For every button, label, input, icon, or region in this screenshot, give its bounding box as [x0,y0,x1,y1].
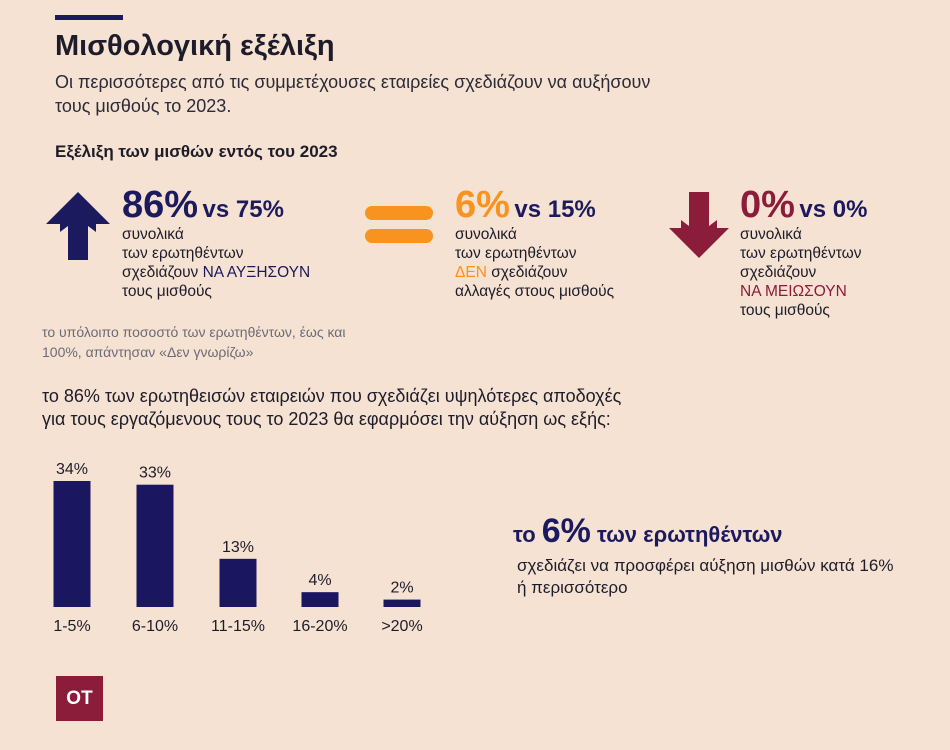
arrow-down-icon [669,192,729,258]
stat-increase-value: 86% [122,184,199,226]
stat-decrease: 0% vs 0% συνολικά των ερωτηθέντων σχεδιά… [740,185,867,320]
bar-16-20% [301,592,339,607]
footnote: το υπόλοιπο ποσοστό των ερωτηθέντων, έως… [42,324,346,360]
bar->20% [383,599,421,607]
stat-no-change-desc: συνολικά των ερωτηθέντων ΔΕΝ σχεδιάζουν … [455,226,615,300]
stat-increase-compare: vs 75% [202,196,284,223]
bar-value-label: 34% [56,461,88,478]
page-subtitle: Οι περισσότερες από τις συμμετέχουσες ετ… [55,72,651,116]
section-title: Εξέλιξη των μισθών εντός του 2023 [55,142,338,161]
bar-1-5% [53,481,91,607]
stat-no-change-value: 6% [455,184,510,226]
bar-6-10% [136,484,174,607]
bar-value-label: 33% [139,465,171,482]
category-label: 1-5% [53,618,90,635]
callout-post: των ερωτηθέντων [590,522,783,547]
category-label: 11-15% [211,618,265,635]
callout-desc: σχεδιάζει να προσφέρει αύξηση μισθών κατ… [517,556,894,597]
bar-value-label: 2% [390,580,413,597]
bar-value-label: 4% [308,572,331,589]
chart-intro: το 86% των ερωτηθεισών εταιρειών που σχε… [42,386,622,429]
arrow-up-icon [46,192,110,260]
stat-increase-desc: συνολικά των ερωτηθέντων σχεδιάζουν ΝΑ Α… [122,226,311,300]
callout: το 6% των ερωτηθέντων σχεδιάζει να προσφ… [513,512,907,599]
category-label: 16-20% [292,618,347,635]
bar-11-15% [219,558,257,607]
callout-pre: το [513,522,542,547]
bar-value-label: 13% [222,539,254,556]
bar-chart: 34% 1-5% 33% 6-10% 13% 11-15% 4% 16-20% 2% >20% [53,461,422,635]
callout-percent: 6% [541,512,591,550]
stat-increase: 86% vs 75% συνολικά των ερωτηθέντων σχεδ… [122,185,310,301]
stat-decrease-value: 0% [740,184,795,226]
ot-logo: OT [56,676,103,721]
stat-no-change-compare: vs 15% [514,196,596,223]
category-label: 6-10% [132,618,178,635]
stat-no-change: 6% vs 15% συνολικά των ερωτηθέντων ΔΕΝ σ… [455,185,614,301]
equals-icon [365,206,433,243]
top-accent-bar [55,15,123,20]
category-label: >20% [381,618,422,635]
stat-decrease-desc: συνολικά των ερωτηθέντων σχεδιάζουν ΝΑ Μ… [740,226,862,319]
stat-decrease-compare: vs 0% [799,196,868,223]
page-title: Μισθολογική εξέλιξη [55,30,335,62]
